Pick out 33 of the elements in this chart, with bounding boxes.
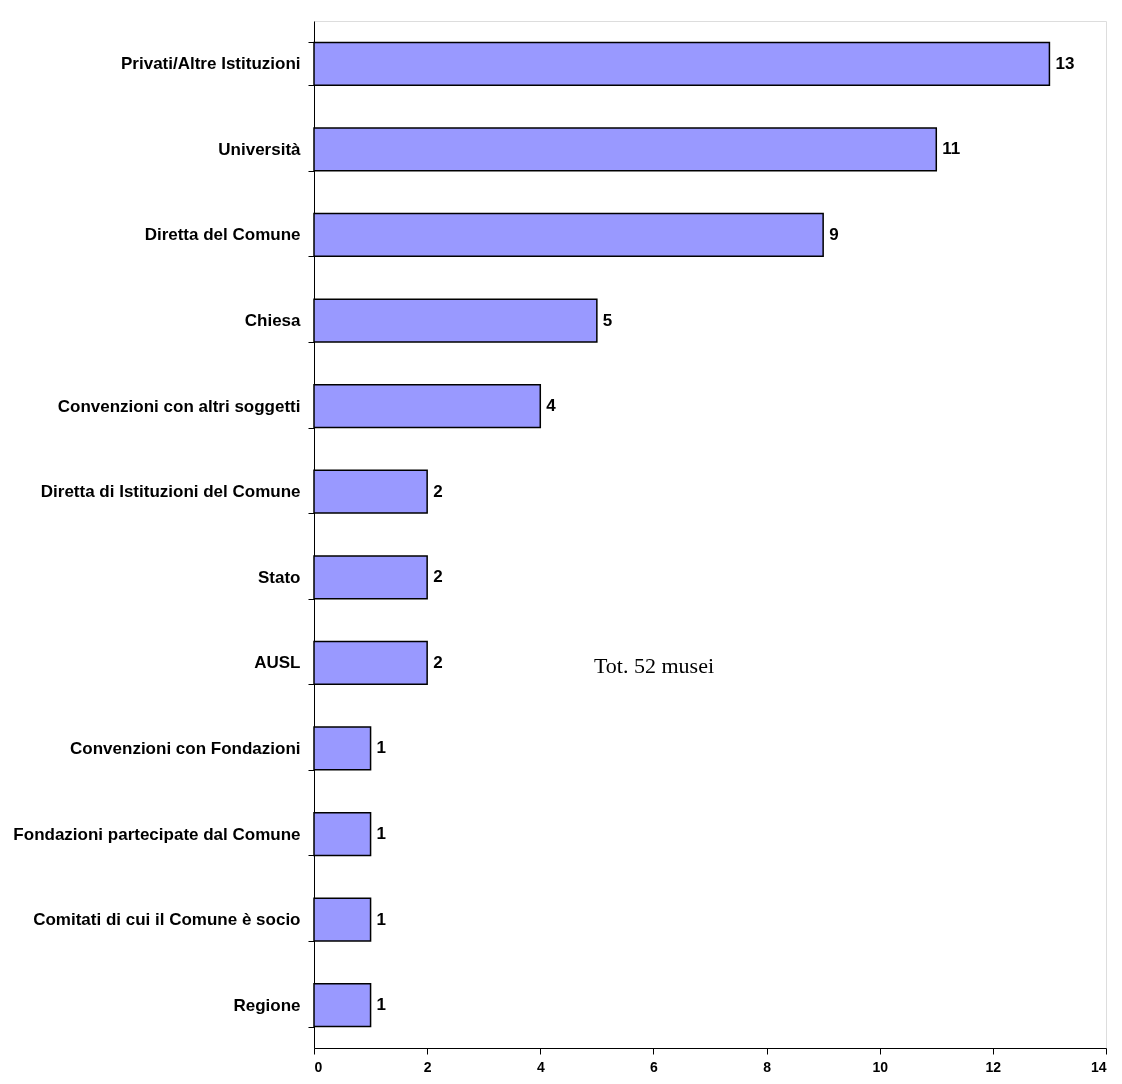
y-tick-label: Fondazioni partecipate dal Comune [13,824,301,844]
y-tick-label: Stato [258,567,301,587]
y-tick-label: Comitati di cui il Comune è socio [33,910,301,930]
annotation: Tot. 52 musei [593,653,715,678]
y-tick-label: Diretta del Comune [144,225,301,245]
y-tick-label: Convenzioni con Fondazioni [70,738,301,758]
data-label: 1 [376,909,387,929]
y-tick-label: Università [218,139,302,159]
y-tick-label: Privati/Altre Istituzioni [121,54,301,74]
y-tick-label: Chiesa [244,311,302,331]
data-label: 11 [942,139,961,159]
x-tick-label: 8 [763,1058,772,1075]
data-label: 1 [376,995,387,1015]
x-tick-label: 6 [650,1058,659,1075]
x-tick-label: 10 [872,1058,889,1075]
data-label: 1 [376,824,387,844]
data-label: 4 [546,396,557,416]
data-label: 2 [433,481,443,501]
x-tick-label: 14 [1090,1058,1107,1075]
data-label: 2 [433,652,443,672]
data-label: 1 [376,738,387,758]
x-tick-label: 2 [423,1058,432,1075]
data-label: 2 [433,567,443,587]
y-tick-label: AUSL [254,653,301,673]
x-tick-label: 0 [314,1058,323,1075]
data-label: 13 [1055,53,1075,73]
x-tick-label: 12 [985,1058,1002,1075]
y-tick-label: Regione [233,995,301,1015]
data-label: 9 [829,224,839,244]
data-label: 5 [602,310,613,330]
y-tick-label: Convenzioni con altri soggetti [57,396,301,416]
y-tick-label: Diretta di Istituzioni del Comune [40,482,301,502]
x-tick-label: 4 [536,1058,545,1075]
